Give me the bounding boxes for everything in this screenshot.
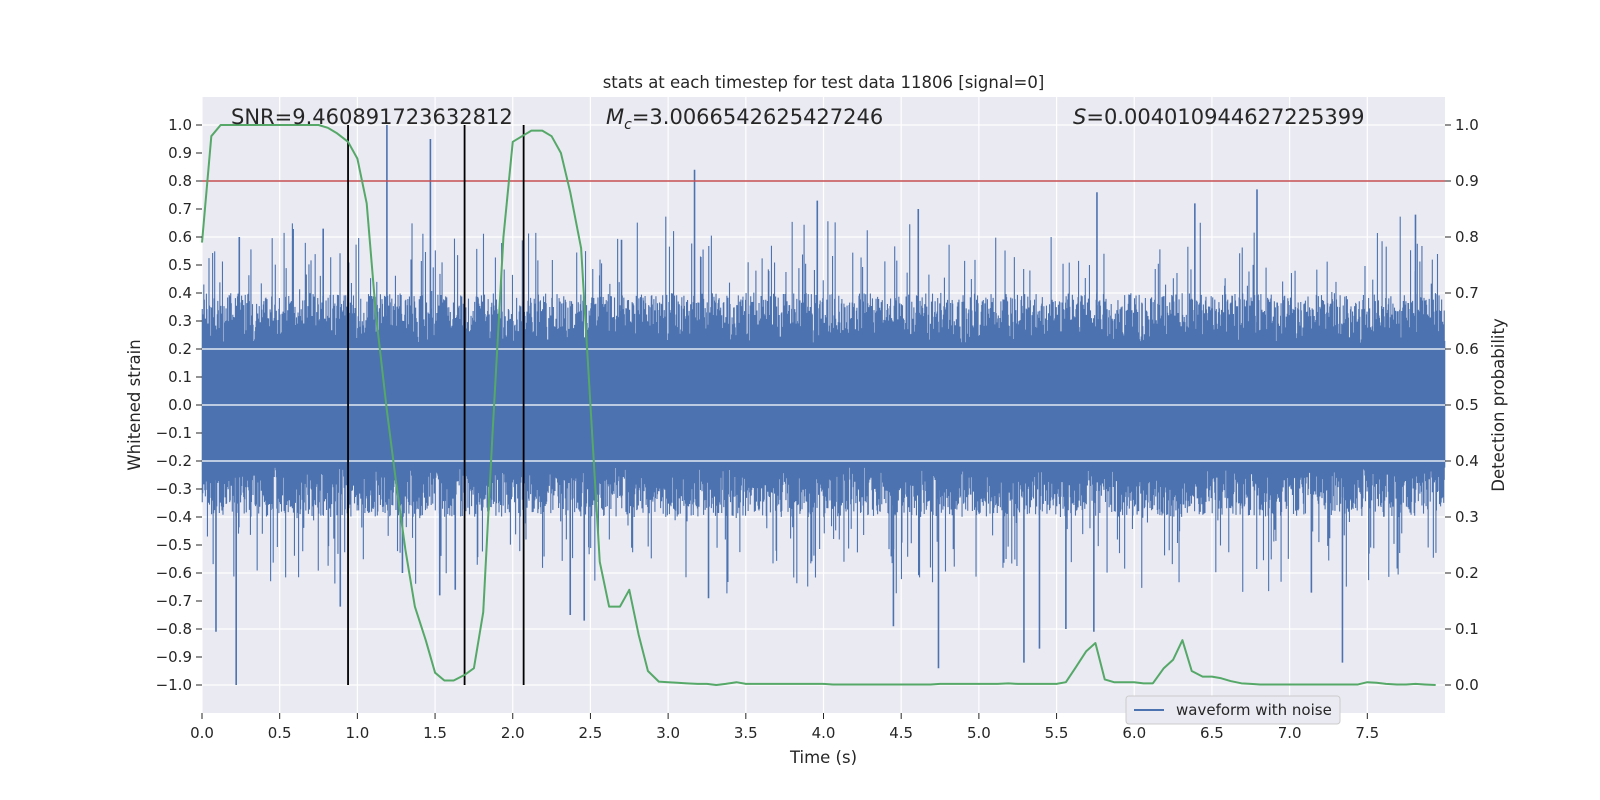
y-tick-label: 0.0 <box>168 396 192 414</box>
s-annotation: S=0.004010944627225399 <box>1073 105 1364 129</box>
y2-tick-label: 0.8 <box>1455 228 1479 246</box>
x-tick-label: 2.0 <box>501 724 525 742</box>
x-tick-label: 7.0 <box>1278 724 1302 742</box>
y-tick-label: −0.1 <box>156 424 192 442</box>
y-tick-label: −0.3 <box>156 480 192 498</box>
vertical-markers <box>347 125 525 685</box>
x-tick-label: 4.5 <box>889 724 913 742</box>
chirp-mass-value: =3.0066542625427246 <box>632 105 883 129</box>
s-symbol: S <box>1073 105 1086 129</box>
x-tick-label: 6.5 <box>1200 724 1224 742</box>
y2-tick-label: 1.0 <box>1455 116 1479 134</box>
y-tick-label: −0.6 <box>156 564 192 582</box>
y-tick-label: 0.4 <box>168 284 192 302</box>
y-tick-label: −0.4 <box>156 508 192 526</box>
x-tick-label: 0.0 <box>190 724 214 742</box>
x-tick-label: 3.0 <box>656 724 680 742</box>
x-tick-label: 6.0 <box>1122 724 1146 742</box>
y2-tick-label: 0.9 <box>1455 172 1479 190</box>
x-tick-label: 3.5 <box>734 724 758 742</box>
y-tick-label: 0.5 <box>168 256 192 274</box>
y-tick-label: −0.5 <box>156 536 192 554</box>
snr-annotation: SNR=9.460891723632812 <box>231 105 513 129</box>
y2-tick-label: 0.5 <box>1455 396 1479 414</box>
y-tick-label: −0.8 <box>156 620 192 638</box>
y2-tick-label: 0.2 <box>1455 564 1479 582</box>
y-tick-label: −0.2 <box>156 452 192 470</box>
x-axis-label: Time (s) <box>789 748 857 767</box>
y-tick-label: 0.1 <box>168 368 192 386</box>
y-tick-label: 0.7 <box>168 200 192 218</box>
y-tick-label: −0.9 <box>156 648 192 666</box>
legend: waveform with noise <box>1125 695 1341 725</box>
y2-axis-label: Detection probability <box>1489 318 1508 492</box>
x-tick-label: 5.5 <box>1045 724 1069 742</box>
x-tick-label: 1.5 <box>423 724 447 742</box>
y2-tick-label: 0.3 <box>1455 508 1479 526</box>
waveform-series <box>201 125 1446 685</box>
probability-series <box>201 124 1436 686</box>
x-tick-label: 0.5 <box>268 724 292 742</box>
y2-tick-label: 0.4 <box>1455 452 1479 470</box>
y2-tick-label: 0.0 <box>1455 676 1479 694</box>
y2-tick-label: 0.6 <box>1455 340 1479 358</box>
chirp-mass-annotation: Mc=3.0066542625427246 <box>606 105 883 133</box>
chirp-mass-symbol: M <box>606 105 624 129</box>
y-tick-label: 0.2 <box>168 340 192 358</box>
right-axis-ticks: 1.0 0.9 0.8 0.7 0.6 0.5 0.4 0.3 0.2 0.1 0.0 <box>1445 116 1479 694</box>
x-tick-label: 1.0 <box>345 724 369 742</box>
x-tick-label: 7.5 <box>1355 724 1379 742</box>
chart-title: stats at each timestep for test data 118… <box>603 73 1045 92</box>
x-tick-label: 2.5 <box>579 724 603 742</box>
y-tick-label: 0.6 <box>168 228 192 246</box>
s-value: =0.004010944627225399 <box>1086 105 1364 129</box>
y-axis-label: Whitened strain <box>125 339 144 470</box>
legend-box <box>1125 695 1341 725</box>
y-tick-label: 0.9 <box>168 144 192 162</box>
y-tick-label: −1.0 <box>156 676 192 694</box>
x-tick-label: 5.0 <box>967 724 991 742</box>
y2-tick-label: 0.7 <box>1455 284 1479 302</box>
y-tick-label: 0.8 <box>168 172 192 190</box>
y-tick-label: 0.3 <box>168 312 192 330</box>
legend-label: waveform with noise <box>1176 701 1332 719</box>
left-axis-ticks: 1.0 0.9 0.8 0.7 0.6 0.5 0.4 0.3 0.2 0.1 0.0 −0.1 −0.… <box>156 116 202 694</box>
y-tick-label: −0.7 <box>156 592 192 610</box>
y2-tick-label: 0.1 <box>1455 620 1479 638</box>
chirp-mass-subscript: c <box>624 117 632 133</box>
y-tick-label: 1.0 <box>168 116 192 134</box>
probability-line <box>201 124 1436 686</box>
x-tick-label: 4.0 <box>812 724 836 742</box>
